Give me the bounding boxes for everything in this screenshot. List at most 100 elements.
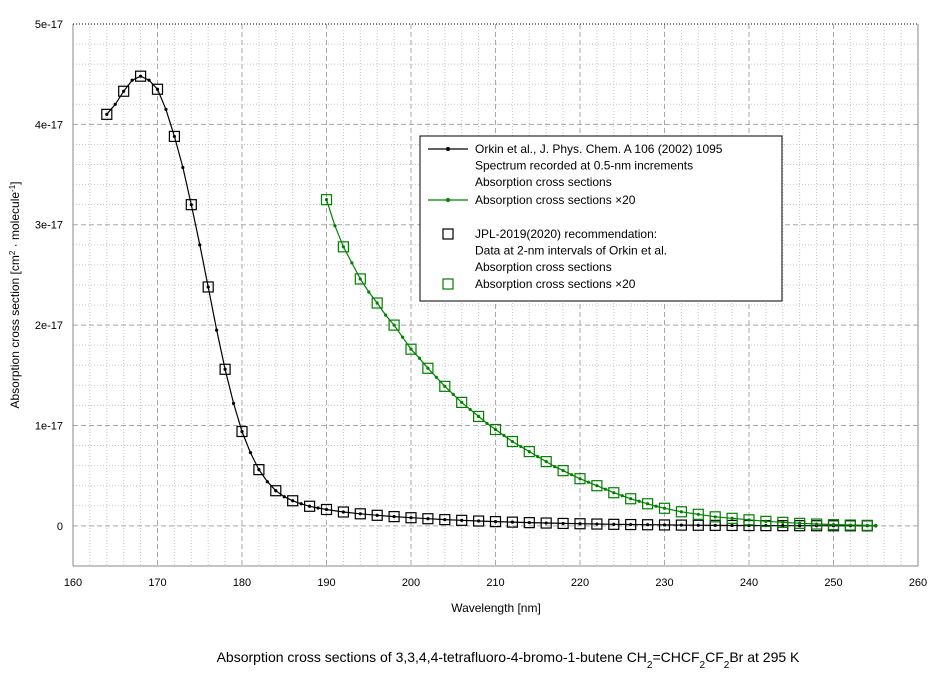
series-point [679,523,684,527]
series-square-marker [591,518,603,530]
series-point [874,523,878,528]
series-point [434,375,438,379]
series-point [713,523,717,527]
series-point [865,523,869,527]
series-point [248,450,253,455]
series-square-marker [101,108,113,120]
series-point [341,245,345,249]
series-point [350,261,354,265]
series-point [324,198,329,202]
series-point [713,515,717,519]
series-point [375,513,379,517]
series-point [324,507,329,512]
series-point [451,392,455,396]
series-point [612,491,616,495]
series-point [646,523,650,527]
series-point [375,301,379,305]
series-point [595,484,599,488]
series-square-marker [709,511,721,523]
series-square-marker [591,480,603,492]
series-point [485,421,489,426]
series-line [106,75,876,527]
series-point [443,384,447,388]
series-point [815,522,819,526]
series-square-marker [456,514,468,526]
y-tick-label: 5e-17 [35,19,63,31]
series-square-marker [641,519,654,531]
series-square-marker [337,506,349,518]
series-point [502,433,506,438]
series-point [409,347,413,351]
series-point [460,400,464,404]
series-square-marker [219,363,231,375]
series-point [595,522,599,526]
series-square-marker [844,519,857,531]
series-point [654,504,658,508]
series-point [417,356,422,360]
series-square-marker [506,516,518,528]
legend-square-sample [442,278,454,290]
series-point [510,439,514,444]
series-point [426,517,430,521]
series-square-marker [692,519,704,531]
series-point [527,521,531,525]
series-square-marker [523,517,535,529]
series-point [679,510,684,514]
series-point [544,460,548,464]
x-tick-label: 160 [64,577,82,589]
series-point [561,521,565,526]
legend-dot-sample [446,198,450,202]
series-square-marker [151,83,164,95]
legend-label: JPL-2019(2020) recommendation: [475,227,657,241]
series-point [333,224,337,228]
series-square-marker [506,435,518,448]
series-point [468,407,472,412]
series-point [265,480,269,484]
series-point [231,401,236,405]
series-square-marker [202,281,214,293]
series-point [392,515,396,519]
x-tick-label: 210 [486,577,504,589]
y-tick-label: 0 [57,521,63,533]
series-square-marker [625,518,637,531]
series-point [781,520,785,524]
series-square-marker [523,445,535,458]
series-square-marker [405,343,417,355]
legend-label: Absorption cross sections ×20 [475,193,636,207]
series-point [629,497,633,501]
series-square-marker [726,512,738,524]
series-square-marker [253,464,265,476]
series-square-marker [388,511,400,523]
series-point [477,414,481,419]
x-tick-label: 230 [655,577,673,589]
series-point [519,444,523,449]
series-point [510,520,514,524]
series-point [578,522,582,526]
series-point [274,489,278,493]
series-square-marker [777,516,789,528]
series-point [696,523,700,527]
series-square-marker [456,396,468,408]
series-point [367,290,371,294]
y-axis-label: Absorption cross section [cm2 · molecule… [8,181,23,408]
series-square-marker [354,273,366,285]
series-point [730,523,734,528]
x-tick-label: 190 [317,577,335,589]
y-tick-label: 3e-17 [35,220,63,232]
series-point [848,523,853,527]
x-tick-label: 180 [233,577,251,589]
series-square-marker [574,473,586,485]
series-square-marker [675,519,688,531]
x-tick-label: 240 [740,577,758,589]
series-square-marker [489,516,502,528]
series-square-marker [371,297,383,309]
series-point [553,465,557,469]
legend-label: Spectrum recorded at 0.5-nm increments [475,159,693,173]
series-point [662,523,667,527]
series-square-marker [422,362,434,374]
series-square-marker [489,423,502,436]
series-square-marker [304,500,316,512]
series-point [578,477,582,481]
series-square-marker [861,519,873,531]
